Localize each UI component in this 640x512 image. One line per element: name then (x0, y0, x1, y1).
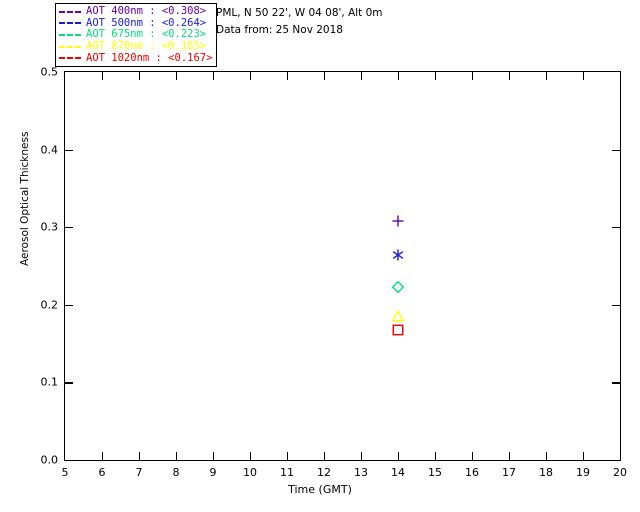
data-point-triangle (391, 310, 405, 323)
x-tick-mark (546, 72, 548, 80)
legend-item-label: AOT 400nm : <0.308> (86, 5, 207, 18)
chart-title-site: PML, N 50 22', W 04 08', Alt 0m (216, 7, 383, 19)
x-tick-mark (250, 452, 252, 460)
x-tick-mark (176, 452, 178, 460)
x-tick-label: 14 (391, 466, 405, 479)
x-tick-mark (583, 452, 585, 460)
y-tick-mark (612, 304, 620, 306)
data-point-plus (392, 214, 405, 227)
data-point-diamond (391, 280, 405, 294)
y-tick-label: 0.4 (40, 143, 59, 157)
legend-dash-icon (59, 57, 81, 60)
x-tick-mark (361, 452, 363, 460)
x-tick-mark (176, 72, 178, 80)
x-tick-label: 10 (243, 466, 257, 479)
legend-dash-icon (59, 10, 81, 13)
legend-item-label: AOT 675nm : <0.223> (86, 28, 207, 41)
x-tick-mark (250, 72, 252, 80)
chart-title-block: PML, N 50 22', W 04 08', Alt 0m Data fro… (216, 5, 383, 39)
x-tick-mark (213, 72, 215, 80)
y-tick-label: 0.1 (40, 375, 59, 389)
x-tick-mark (398, 452, 400, 460)
legend-item: AOT 400nm : <0.308> (59, 6, 212, 18)
chart-title-date: Data from: 25 Nov 2018 (216, 24, 343, 36)
x-tick-mark (472, 452, 474, 460)
legend: AOT 400nm : <0.308> AOT 500nm : <0.264> … (55, 3, 218, 67)
y-tick-mark (65, 382, 73, 384)
x-tick-label: 20 (613, 466, 627, 479)
x-tick-label: 11 (280, 466, 294, 479)
x-tick-mark (361, 72, 363, 80)
x-tick-label: 16 (465, 466, 479, 479)
x-tick-mark (546, 452, 548, 460)
x-tick-mark (398, 72, 400, 80)
legend-item: AOT 500nm : <0.264> (59, 16, 212, 30)
x-tick-label: 12 (317, 466, 331, 479)
x-tick-mark (509, 452, 511, 460)
x-tick-mark (472, 72, 474, 80)
x-tick-label: 8 (172, 466, 180, 479)
x-tick-mark (435, 72, 437, 80)
data-point-asterisk (392, 249, 405, 262)
x-axis-title: Time (GMT) (288, 483, 352, 496)
x-tick-label: 19 (576, 466, 590, 479)
legend-item: AOT 1020nm : <0.167> (59, 52, 212, 64)
x-tick-mark (102, 72, 104, 80)
y-tick-mark (65, 149, 73, 151)
x-tick-label: 13 (354, 466, 368, 479)
x-tick-label: 9 (209, 466, 217, 479)
y-tick-label: 0.5 (40, 65, 59, 79)
x-tick-label: 17 (502, 466, 516, 479)
legend-item: AOT 870nm : <0.185> (59, 41, 212, 53)
x-tick-mark (287, 452, 289, 460)
x-tick-mark (324, 452, 326, 460)
legend-dash-icon (59, 33, 81, 36)
y-tick-label: 0.2 (40, 298, 59, 312)
data-point-square (392, 324, 405, 337)
x-tick-mark (435, 452, 437, 460)
x-tick-mark (509, 72, 511, 80)
y-tick-mark (65, 227, 73, 229)
x-tick-mark (139, 452, 141, 460)
legend-item-label: AOT 1020nm : <0.167> (86, 51, 213, 64)
x-tick-label: 15 (428, 466, 442, 479)
y-tick-mark (612, 227, 620, 229)
legend-item: AOT 675nm : <0.223> (59, 29, 212, 41)
legend-dash-icon (59, 22, 81, 25)
x-tick-mark (583, 72, 585, 80)
x-tick-mark (139, 72, 141, 80)
plot-area: 0.0 0.1 0.2 0.3 0.4 0.5 5 6 7 8 9 10 11 12 13 14 15 16 17 1… (41, 66, 628, 480)
y-tick-mark (612, 149, 620, 151)
legend-item-label: AOT 870nm : <0.185> (86, 40, 207, 53)
x-tick-mark (287, 72, 289, 80)
x-tick-mark (213, 452, 215, 460)
x-tick-mark (102, 452, 104, 460)
y-tick-label: 0.0 (40, 453, 59, 467)
legend-dash-icon (59, 45, 81, 48)
y-tick-label: 0.3 (40, 220, 59, 234)
y-axis-title: Aerosol Optical Thickness (19, 131, 31, 266)
legend-item-label: AOT 500nm : <0.264> (86, 16, 207, 29)
y-tick-mark (612, 382, 620, 384)
x-tick-label: 7 (135, 466, 143, 479)
x-tick-mark (324, 72, 326, 80)
x-tick-label: 5 (61, 466, 69, 479)
y-tick-mark (65, 304, 73, 306)
x-tick-label: 18 (539, 466, 553, 479)
x-tick-label: 6 (98, 466, 106, 479)
